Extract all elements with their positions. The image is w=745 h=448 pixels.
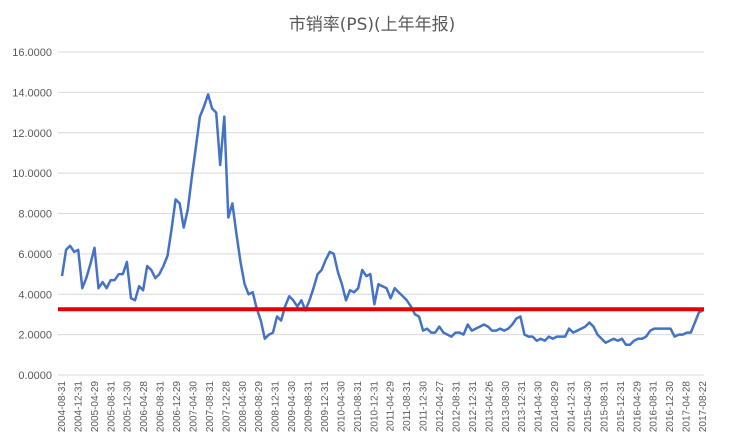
x-tick-label: 2017-08-22 bbox=[698, 381, 709, 433]
x-tick-label: 2011-12-30 bbox=[419, 381, 430, 432]
x-tick-label: 2009-04-30 bbox=[287, 381, 298, 433]
x-tick-label: 2005-08-31 bbox=[106, 381, 117, 433]
x-tick-label: 2005-04-29 bbox=[90, 381, 101, 433]
x-tick-label: 2011-04-29 bbox=[386, 381, 397, 432]
chart-title: 市销率(PS)(上年年报) bbox=[289, 15, 456, 35]
x-tick-label: 2014-12-31 bbox=[567, 381, 578, 433]
x-tick-label: 2010-04-30 bbox=[336, 381, 347, 433]
y-tick-label: 4.0000 bbox=[18, 289, 52, 301]
x-tick-label: 2004-12-31 bbox=[73, 381, 84, 433]
x-tick-label: 2013-04-26 bbox=[484, 381, 495, 433]
x-tick-label: 2012-12-31 bbox=[468, 381, 479, 433]
x-tick-label: 2013-12-31 bbox=[517, 381, 528, 433]
x-tick-label: 2016-12-30 bbox=[665, 381, 676, 433]
x-tick-label: 2017-04-28 bbox=[682, 381, 693, 433]
x-tick-label: 2012-04-27 bbox=[435, 381, 446, 433]
x-tick-label: 2006-12-29 bbox=[172, 381, 183, 433]
y-tick-label: 8.0000 bbox=[18, 209, 52, 221]
y-tick-label: 0.0000 bbox=[18, 370, 52, 382]
x-tick-label: 2013-08-30 bbox=[501, 381, 512, 433]
x-tick-label: 2005-12-30 bbox=[123, 381, 134, 433]
x-tick-label: 2010-08-31 bbox=[353, 381, 364, 433]
x-tick-label: 2007-04-30 bbox=[188, 381, 199, 433]
x-tick-label: 2007-08-31 bbox=[205, 381, 216, 433]
x-tick-label: 2015-08-31 bbox=[599, 381, 610, 433]
x-tick-label: 2008-12-31 bbox=[271, 381, 282, 433]
x-tick-label: 2009-12-31 bbox=[320, 381, 331, 433]
x-tick-label: 2014-08-29 bbox=[550, 381, 561, 433]
y-tick-label: 16.0000 bbox=[12, 47, 52, 59]
x-tick-label: 2012-08-31 bbox=[451, 381, 462, 433]
x-tick-label: 2006-04-28 bbox=[139, 381, 150, 433]
x-tick-label: 2016-04-29 bbox=[632, 381, 643, 433]
x-tick-label: 2007-12-28 bbox=[221, 381, 232, 433]
x-tick-label: 2008-08-29 bbox=[254, 381, 265, 433]
x-tick-label: 2009-08-31 bbox=[304, 381, 315, 433]
x-tick-label: 2004-08-31 bbox=[57, 381, 68, 433]
y-tick-label: 14.0000 bbox=[12, 87, 52, 99]
x-tick-label: 2015-12-31 bbox=[616, 381, 627, 433]
ps-ratio-series-line bbox=[60, 93, 704, 346]
x-tick-label: 2015-04-30 bbox=[583, 381, 594, 433]
y-tick-label: 2.0000 bbox=[18, 330, 52, 342]
y-tick-label: 6.0000 bbox=[18, 249, 52, 261]
x-tick-label: 2016-08-31 bbox=[649, 381, 660, 433]
y-tick-label: 10.0000 bbox=[12, 168, 52, 180]
y-tick-label: 12.0000 bbox=[12, 128, 52, 140]
x-tick-label: 2008-04-30 bbox=[238, 381, 249, 433]
x-tick-label: 2010-12-31 bbox=[369, 381, 380, 433]
x-tick-label: 2011-08-31 bbox=[402, 381, 413, 432]
x-tick-label: 2006-08-31 bbox=[156, 381, 167, 433]
x-tick-label: 2014-04-30 bbox=[534, 381, 545, 433]
